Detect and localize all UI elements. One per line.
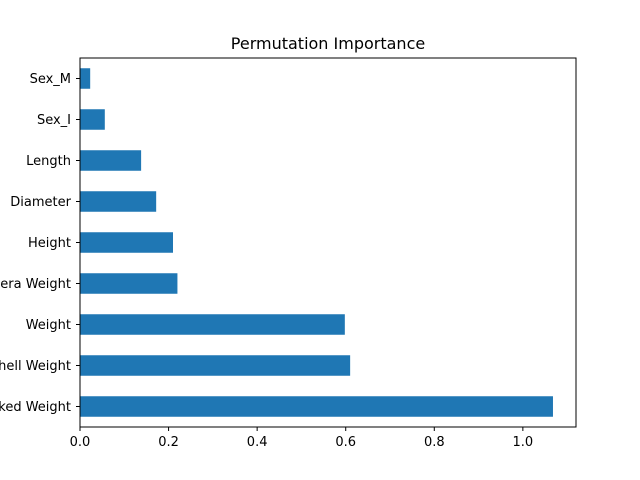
y-tick-label: Viscera Weight (0, 277, 71, 292)
y-tick-label: Shell Weight (0, 359, 71, 374)
y-tick-label: Shucked Weight (0, 400, 71, 415)
plot-frame (79, 57, 577, 428)
bar-length (80, 150, 142, 171)
bar-sex-m (80, 68, 91, 89)
x-tick-label: 0.0 (70, 435, 91, 450)
x-tick-label: 1.0 (513, 435, 534, 450)
y-tick-label: Length (26, 154, 71, 169)
chart-title: Permutation Importance (231, 34, 425, 53)
y-tick-label: Diameter (10, 195, 71, 210)
y-tick-label: Sex_M (30, 72, 71, 87)
x-tick-label: 0.6 (335, 435, 356, 450)
x-tick-label: 0.2 (158, 435, 179, 450)
bar-viscera-weight (80, 273, 178, 294)
bar-sex-i (80, 109, 105, 130)
x-tick-label: 0.4 (247, 435, 268, 450)
bar-shucked-weight (80, 396, 553, 417)
bar-diameter (80, 191, 157, 212)
bar-shell-weight (80, 355, 351, 376)
bar-weight (80, 314, 345, 335)
y-tick-label: Sex_I (37, 113, 71, 128)
y-tick-label: Height (28, 236, 71, 251)
y-tick-label: Weight (26, 318, 71, 333)
x-axis-ticks: 0.0 0.2 0.4 0.6 0.8 1.0 (70, 427, 534, 450)
bars-group (80, 68, 553, 417)
x-tick-label: 0.8 (424, 435, 445, 450)
bar-height (80, 232, 173, 253)
y-axis-ticks: Sex_M Sex_I Length Diameter Height Viscera We… (0, 72, 80, 415)
